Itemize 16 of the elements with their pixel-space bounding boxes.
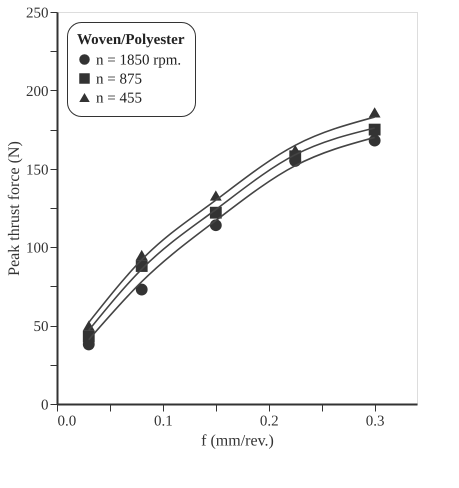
y-tick-label: 0 (41, 398, 48, 414)
y-tick-label: 250 (26, 6, 48, 22)
y-tick-label: 150 (26, 162, 48, 178)
x-tick-label: 0.0 (58, 414, 76, 430)
x-tick-label: 0.3 (366, 414, 385, 430)
legend-label: n = 1850 rpm. (96, 52, 182, 68)
y-axis-title: Peak thrust force (N) (6, 141, 23, 276)
legend-title: Woven/Polyester (77, 32, 185, 48)
legend-label: n = 875 (96, 72, 142, 88)
legend-label: n = 455 (96, 90, 142, 106)
y-tick-label: 100 (26, 240, 48, 257)
y-tick-label: 200 (26, 84, 48, 100)
x-tick-label: 0.1 (154, 414, 173, 430)
x-axis-title: f (mm/rev.) (201, 432, 274, 450)
y-tick-label: 50 (34, 319, 48, 336)
x-tick-label: 0.2 (260, 414, 279, 430)
